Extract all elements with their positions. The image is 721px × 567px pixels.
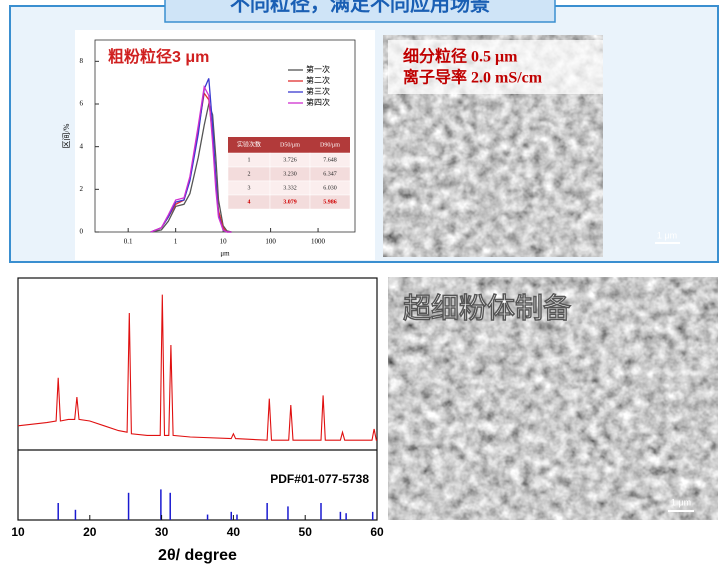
y-axis-label: 区间/%	[62, 123, 71, 148]
reference-label: PDF#01-077-5738	[270, 472, 369, 486]
table-value: 6.030	[323, 185, 337, 191]
image-label: 超细粉体制备	[403, 291, 572, 323]
canvas: 不同粒径，满足不同应用场景 0 2 4 6 8 0.1 1 10 100 1000 μm 区间/% 粗粉…	[0, 0, 721, 567]
x-axis-label: μm	[220, 250, 230, 258]
legend-label: 第三次	[306, 86, 330, 96]
x-tick-label: 20	[83, 525, 97, 539]
y-tick-label: 8	[80, 57, 84, 65]
legend-label: 第二次	[306, 75, 330, 85]
x-tick-label: 30	[155, 525, 169, 539]
table-value: 1	[248, 157, 251, 163]
table-value: 3.726	[283, 157, 297, 163]
y-tick-label: 0	[80, 228, 84, 236]
image-label: 离子导率 2.0 mS/cm	[403, 68, 543, 87]
x-tick-label: 60	[370, 525, 384, 539]
table-value: 2	[248, 171, 251, 177]
table-header: D90/μm	[320, 142, 340, 148]
y-tick-label: 4	[80, 142, 84, 150]
table-header: 实验次数	[237, 140, 261, 148]
x-tick-label: 0.1	[124, 238, 133, 246]
legend-label: 第一次	[306, 64, 330, 74]
xrd-chart: PDF#01-077-5738 10 20 30 40 50 60 2θ/ degree	[11, 278, 384, 564]
table-value: 7.648	[323, 157, 337, 163]
x-axis-label: 2θ/ degree	[158, 547, 237, 564]
table-value: 5.986	[323, 199, 337, 205]
x-tick-label: 100	[265, 238, 276, 246]
banner: 不同粒径，满足不同应用场景	[230, 0, 490, 15]
table-value: 4	[248, 199, 251, 205]
table-value: 3.079	[283, 199, 297, 205]
chart-title: 粗粉粒径3 μm	[108, 47, 209, 66]
x-tick-label: 10	[220, 238, 228, 246]
scale-label: 1 μm	[657, 230, 677, 240]
x-tick-label: 1	[174, 238, 178, 246]
table-value: 6.347	[323, 171, 337, 177]
page: 不同粒径，满足不同应用场景 0 2 4 6 8 0.1 1 10 100 1000 μm 区间/% 粗粉…	[0, 0, 721, 567]
x-tick-label: 10	[11, 525, 25, 539]
x-tick-label: 40	[227, 525, 241, 539]
table-value: 3	[248, 185, 251, 191]
x-tick-label: 50	[299, 525, 313, 539]
image-label: 细分粒径 0.5 μm	[403, 47, 518, 66]
legend-label: 第四次	[306, 97, 330, 107]
table-value: 3.332	[283, 185, 297, 191]
scale-label: 1 μm	[671, 497, 691, 507]
y-tick-label: 6	[80, 100, 84, 108]
table-header: D50/μm	[280, 142, 300, 148]
y-tick-label: 2	[80, 185, 84, 193]
table-value: 3.230	[283, 171, 297, 177]
x-tick-label: 1000	[311, 238, 326, 246]
